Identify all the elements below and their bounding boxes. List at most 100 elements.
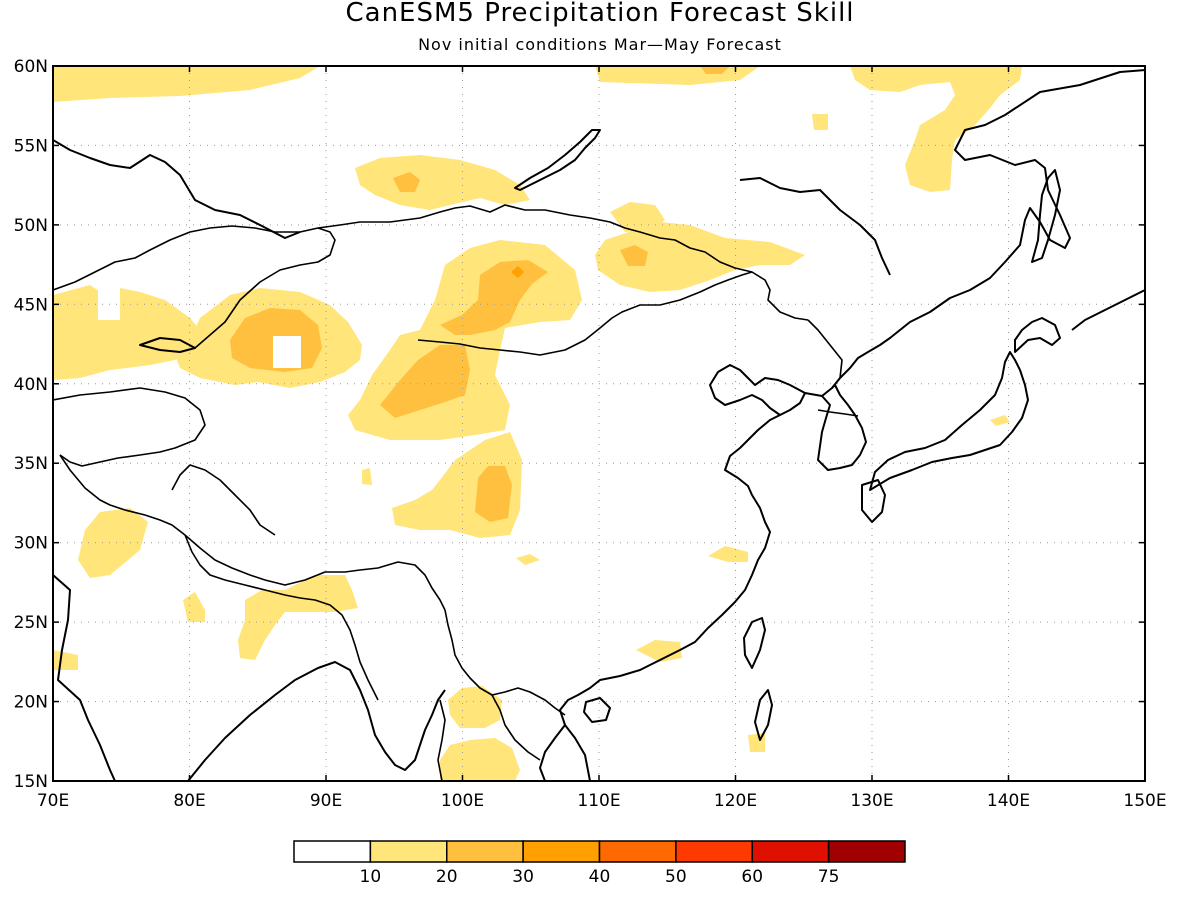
coastline-indochina xyxy=(539,724,566,781)
coastline-kamchatka-kurils xyxy=(1071,289,1145,331)
lon-tick-label: 130E xyxy=(850,791,893,811)
coastline-korea xyxy=(817,384,867,471)
coastline-india-west xyxy=(53,574,116,781)
skill-region-amur-core xyxy=(620,245,648,266)
skill-region-thailand xyxy=(440,738,520,781)
colorbar-label: 30 xyxy=(512,867,534,887)
skill-region-amur-patch xyxy=(610,202,665,232)
coastline-japan-honshu xyxy=(869,351,1029,491)
coastline-lake-baikal xyxy=(514,129,601,191)
map-area xyxy=(53,66,1145,781)
lon-tick-label: 150E xyxy=(1123,791,1166,811)
border-russia-west xyxy=(53,225,300,291)
skill-region-baikal-core xyxy=(393,172,420,192)
border-bangladesh-myanmar xyxy=(299,597,379,701)
border-north-korea-china xyxy=(807,319,843,389)
border-afghanistan-pakistan xyxy=(59,454,186,536)
map-title: CanESM5 Precipitation Forecast Skill xyxy=(345,0,854,28)
skill-region-gansu xyxy=(380,345,470,418)
skill-region-north-edge xyxy=(700,66,730,74)
lon-tick-label: 80E xyxy=(173,791,205,811)
border-central-asia xyxy=(53,387,206,467)
coastline-sakhalin xyxy=(1031,169,1061,263)
colorbar-swatch xyxy=(522,840,601,863)
coastline-taiwan xyxy=(743,617,766,669)
border-china-mongolia-south xyxy=(417,271,753,356)
skill-gap-kazakhstan xyxy=(98,285,120,320)
colorbar-swatch xyxy=(598,840,677,863)
colorbar-swatch xyxy=(293,840,372,863)
lat-tick-label: 15N xyxy=(14,772,48,792)
coastline-japan-hokkaido xyxy=(1014,317,1061,353)
colorbar-label: 20 xyxy=(436,867,458,887)
colorbar-swatch xyxy=(369,840,448,863)
skill-region-northeast-siberia xyxy=(850,66,1022,192)
map-subtitle: Nov initial conditions Mar—May Forecast xyxy=(418,35,782,54)
skill-region-mongolia-core xyxy=(440,260,548,335)
skill-gap-xinjiang xyxy=(273,336,301,368)
colorbar-label: 75 xyxy=(818,867,840,887)
lat-tick-label: 60N xyxy=(14,57,48,77)
coastline-east-asia xyxy=(559,69,1145,781)
map-gridlines xyxy=(53,66,1145,781)
border-india-china-west xyxy=(171,464,276,536)
lon-tick-label: 120E xyxy=(714,791,757,811)
skill-region-japan-dot xyxy=(990,415,1010,426)
skill-region-north-kazakhstan xyxy=(53,66,320,102)
coastline-japan-kyushu xyxy=(861,479,886,523)
latitude-tick-labels: 15N 20N 25N 30N 35N 40N 45N 50N 55N 60N xyxy=(14,57,48,792)
country-borders xyxy=(53,204,859,781)
border-myanmar-china xyxy=(444,609,566,716)
colorbar-label: 40 xyxy=(589,867,611,887)
skill-region-mongolia-peak xyxy=(511,266,524,278)
lon-tick-label: 140E xyxy=(987,791,1030,811)
skill-gaps xyxy=(98,285,301,368)
colorbar-tick-labels: 10 20 30 40 50 60 75 xyxy=(360,867,840,887)
colorbar-swatch xyxy=(827,840,906,863)
lat-tick-label: 25N xyxy=(14,613,48,633)
lon-tick-label: 90E xyxy=(310,791,342,811)
colorbar xyxy=(293,840,906,863)
skill-region-west-kazakhstan xyxy=(53,285,200,380)
skill-region-small-36n xyxy=(362,468,372,485)
colorbar-label: 60 xyxy=(741,867,763,887)
lon-tick-label: 70E xyxy=(37,791,69,811)
colorbar-label: 10 xyxy=(360,867,382,887)
skill-region-baikal-west xyxy=(355,155,530,210)
lat-tick-label: 20N xyxy=(14,693,48,713)
colorbar-swatch xyxy=(751,840,830,863)
colorbar-swatch xyxy=(675,840,753,863)
skill-region-india-west xyxy=(183,592,205,622)
coastline-bay-of-bengal xyxy=(187,661,446,781)
lat-tick-label: 30N xyxy=(14,534,48,554)
lon-tick-label: 100E xyxy=(441,791,484,811)
skill-region-northeast-china xyxy=(595,222,805,292)
longitude-tick-labels: 70E 80E 90E 100E 110E 120E 130E 140E 150E xyxy=(37,791,1167,811)
colorbar-swatch xyxy=(446,840,524,863)
skill-region-sichuan-core xyxy=(475,466,512,522)
skill-contours-30-40 xyxy=(511,266,524,278)
skill-region-pakistan xyxy=(78,508,148,578)
coastline-bohai xyxy=(709,364,806,416)
border-kazakhstan-west xyxy=(194,227,336,349)
coastlines xyxy=(53,69,1145,781)
lat-tick-label: 35N xyxy=(14,454,48,474)
skill-region-small-55n xyxy=(812,114,828,130)
skill-region-nepal xyxy=(238,575,358,660)
border-nepal-south xyxy=(184,534,301,599)
border-india-tibet xyxy=(184,534,446,611)
border-korea-dmz xyxy=(817,409,859,417)
lat-tick-label: 40N xyxy=(14,375,48,395)
skill-region-sichuan-dot xyxy=(516,554,540,565)
skill-region-south-china xyxy=(636,640,682,662)
skill-region-east-china xyxy=(708,546,748,562)
lat-tick-label: 45N xyxy=(14,295,48,315)
coastline-hainan xyxy=(583,697,611,723)
coastline-okhotsk xyxy=(739,177,891,276)
border-laos-vietnam xyxy=(491,694,541,761)
lat-tick-label: 50N xyxy=(14,216,48,236)
axis-ticks xyxy=(52,65,1146,782)
coastline-philippines-luzon xyxy=(754,689,773,741)
coastline-caspian-aral xyxy=(53,139,301,239)
